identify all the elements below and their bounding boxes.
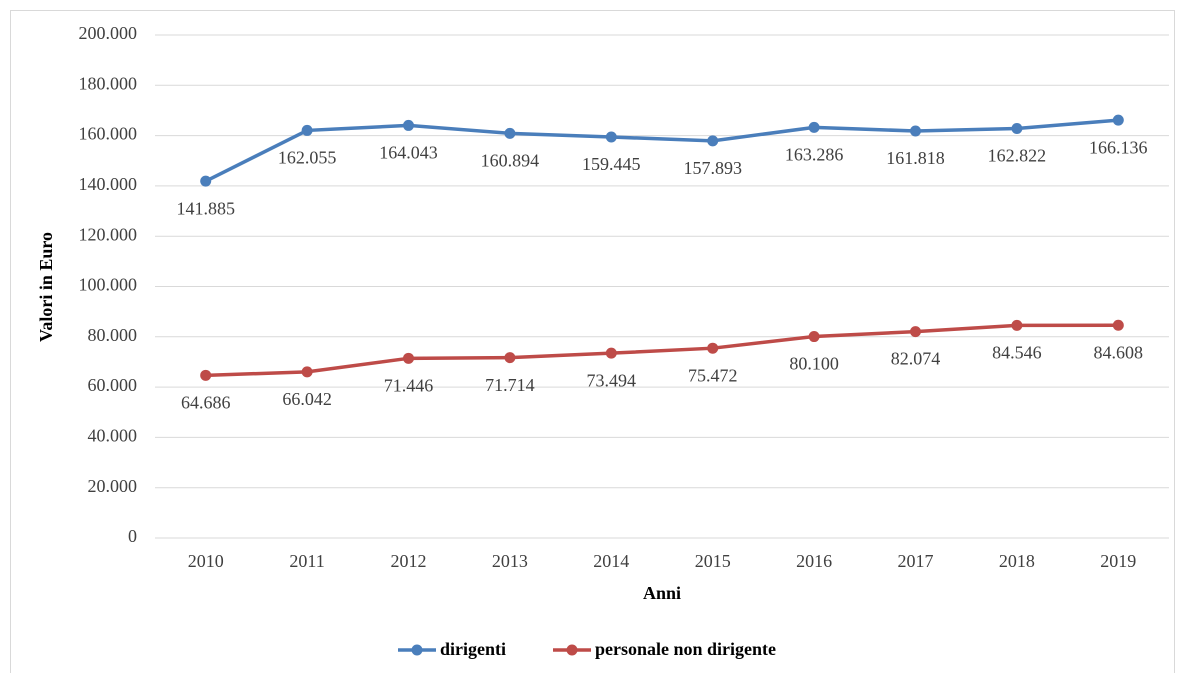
data-label: 161.818 xyxy=(886,148,945,168)
y-tick-label: 120.000 xyxy=(79,224,138,244)
x-tick-label: 2010 xyxy=(188,551,224,571)
y-tick-label: 140.000 xyxy=(79,174,138,194)
series-line xyxy=(204,118,1119,183)
x-tick-label: 2012 xyxy=(391,551,427,571)
x-tick-label: 2018 xyxy=(999,551,1035,571)
x-tick-label: 2019 xyxy=(1100,551,1136,571)
data-label: 84.546 xyxy=(992,342,1042,362)
data-label: 82.074 xyxy=(891,349,941,369)
point-marker xyxy=(1112,319,1124,331)
point-marker xyxy=(301,124,313,136)
x-axis-label: Anni xyxy=(643,583,681,603)
data-label: 64.686 xyxy=(181,392,231,412)
point-marker xyxy=(808,121,820,133)
data-label: 71.446 xyxy=(384,375,434,395)
data-label: 162.055 xyxy=(278,148,337,168)
y-tick-label: 20.000 xyxy=(88,476,138,496)
legend-label: personale non dirigente xyxy=(595,639,776,659)
x-tick-label: 2014 xyxy=(593,551,629,571)
point-marker xyxy=(301,366,313,378)
data-label: 159.445 xyxy=(582,154,641,174)
point-marker xyxy=(910,326,921,338)
x-tick-label: 2015 xyxy=(695,551,731,571)
data-label: 71.714 xyxy=(485,375,535,395)
data-label: 166.136 xyxy=(1089,137,1148,157)
y-tick-label: 180.000 xyxy=(79,73,138,93)
point-marker xyxy=(200,369,212,381)
y-tick-label: 100.000 xyxy=(79,275,138,295)
point-marker xyxy=(504,127,516,139)
data-label: 157.893 xyxy=(683,158,742,178)
point-marker xyxy=(200,175,212,187)
y-tick-label: 200.000 xyxy=(79,23,138,43)
data-label: 80.100 xyxy=(789,354,839,374)
legend-marker xyxy=(566,644,578,656)
point-marker xyxy=(1011,123,1023,135)
data-label: 75.472 xyxy=(688,365,738,385)
point-marker xyxy=(707,135,719,147)
point-marker xyxy=(1112,114,1124,126)
point-marker xyxy=(605,131,617,143)
y-tick-label: 40.000 xyxy=(88,426,138,446)
x-tick-label: 2017 xyxy=(898,551,934,571)
point-marker xyxy=(504,352,516,364)
point-marker xyxy=(403,352,414,364)
x-tick-label: 2013 xyxy=(492,551,528,571)
series-line xyxy=(205,323,1119,378)
y-tick-label: 160.000 xyxy=(79,124,138,144)
y-axis-label: Valori in Euro xyxy=(36,232,56,342)
data-label: 164.043 xyxy=(379,143,438,163)
data-label: 162.822 xyxy=(988,146,1047,166)
y-tick-label: 0 xyxy=(128,526,137,546)
data-label: 141.885 xyxy=(176,198,235,218)
point-marker xyxy=(403,119,414,131)
point-marker xyxy=(808,331,820,343)
x-tick-label: 2011 xyxy=(289,551,324,571)
legend-label: dirigenti xyxy=(440,639,506,659)
chart-frame xyxy=(10,10,1175,673)
y-tick-label: 60.000 xyxy=(88,375,138,395)
data-label: 66.042 xyxy=(282,389,332,409)
point-marker xyxy=(605,347,617,359)
data-label: 84.608 xyxy=(1094,342,1144,362)
data-label: 73.494 xyxy=(587,370,637,390)
point-marker xyxy=(1011,319,1023,331)
x-tick-label: 2016 xyxy=(796,551,832,571)
data-label: 160.894 xyxy=(481,150,540,170)
data-label: 163.286 xyxy=(785,144,844,164)
point-marker xyxy=(910,125,921,137)
legend-marker xyxy=(411,644,423,656)
y-tick-label: 80.000 xyxy=(88,325,138,345)
point-marker xyxy=(707,342,719,354)
